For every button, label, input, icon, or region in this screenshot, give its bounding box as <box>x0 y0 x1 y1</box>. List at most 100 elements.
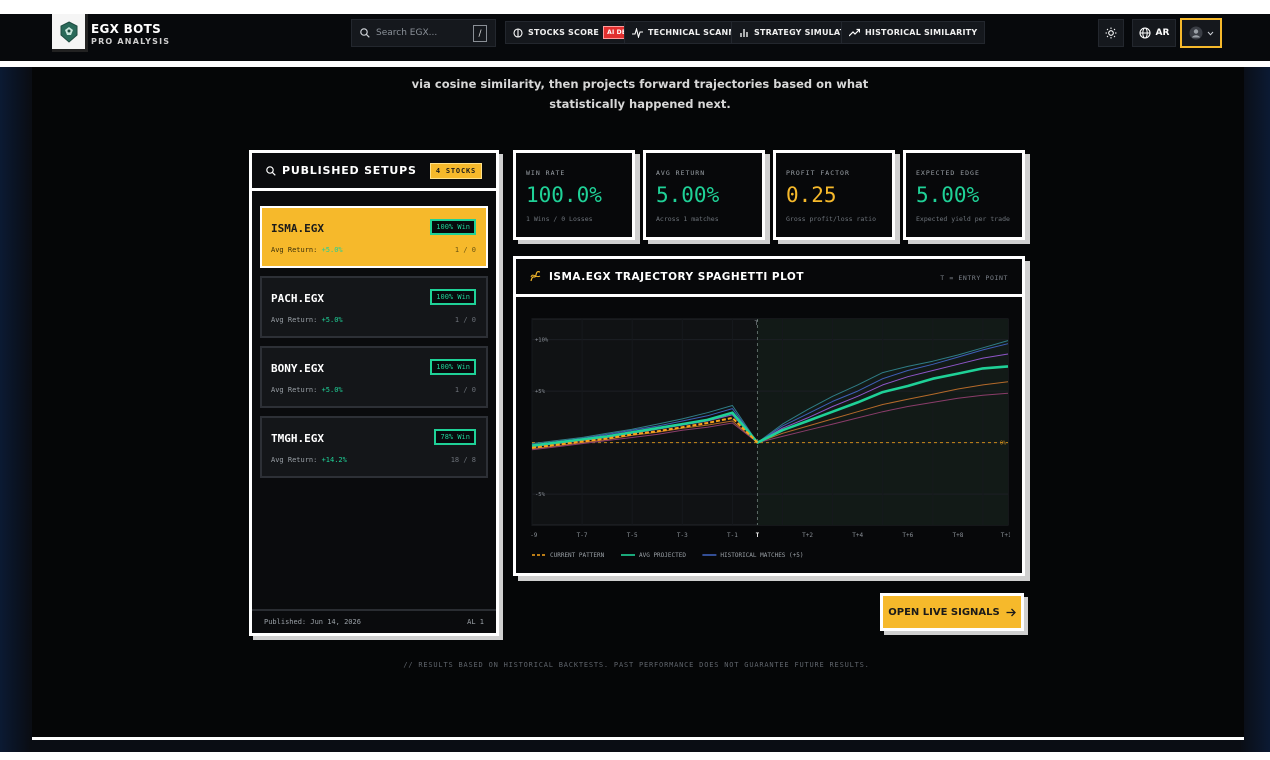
avg-projected-series <box>531 365 1009 447</box>
wins-losses-count: 1 / 0 <box>454 386 476 394</box>
stat-subtext: Gross profit/loss ratio <box>786 215 877 223</box>
avg-return-label: Avg Return: <box>271 386 318 394</box>
setups-panel-footer: Published: Jun 14, 2026 AL 1 <box>252 609 496 633</box>
avg-return-value: +5.0% <box>321 246 343 254</box>
brand-subtitle: PRO ANALYSIS <box>91 37 171 46</box>
chart-title: ISMA.EGX TRAJECTORY SPAGHETTI PLOT <box>549 270 805 283</box>
x-tick-label: T+4 <box>852 532 863 539</box>
current-pattern-series <box>531 416 759 449</box>
sun-icon <box>1105 27 1117 39</box>
avg-return-value: +5.0% <box>321 386 343 394</box>
avg-return-label: Avg Return: <box>271 246 318 254</box>
win-rate-badge: 100% Win <box>430 359 476 375</box>
user-menu-button[interactable] <box>1180 18 1222 48</box>
stat-value: 0.25 <box>786 183 837 207</box>
avg-return-label: Avg Return: <box>271 456 318 464</box>
historical-matches-series <box>531 343 1009 446</box>
nav-technical-scanner-label: TECHNICAL SCANNER <box>648 28 748 37</box>
setups-panel-header: PUBLISHED SETUPS 4 STOCKS <box>252 153 496 191</box>
historical-match-line <box>531 340 1009 445</box>
x-tick-label: T-7 <box>577 532 588 539</box>
footer-tag: AL 1 <box>467 618 484 626</box>
nav-historical-similarity[interactable]: HISTORICAL SIMILARITY <box>841 21 986 44</box>
theme-toggle-button[interactable] <box>1098 19 1124 47</box>
wins-losses-count: 1 / 0 <box>454 246 476 254</box>
search-box[interactable]: / <box>351 19 496 47</box>
stat-card-expected-edge: EXPECTED EDGE 5.00% Expected yield per t… <box>903 150 1025 240</box>
setups-panel-title: PUBLISHED SETUPS <box>282 164 417 177</box>
setup-symbol: ISMA.EGX <box>271 222 324 235</box>
x-tick-label: T-5 <box>627 532 638 539</box>
nav-historical-similarity-label: HISTORICAL SIMILARITY <box>865 28 978 37</box>
chevron-down-icon <box>1207 31 1213 36</box>
brand-logo[interactable] <box>52 14 88 52</box>
avg-return: Avg Return: +14.2% <box>271 456 347 464</box>
entry-point-note: T = ENTRY POINT <box>940 274 1008 282</box>
setup-item-bony[interactable]: BONY.EGX 100% Win Avg Return: +5.0% 1 / … <box>260 346 488 408</box>
stat-card-avg-return: AVG RETURN 5.00% Across 1 matches <box>643 150 765 240</box>
stat-subtext: Expected yield per trade <box>916 215 1010 223</box>
historical-match-line <box>531 392 1009 451</box>
stat-card-win-rate: WIN RATE 100.0% 1 Wins / 0 Losses <box>513 150 635 240</box>
intro-description: via cosine similarity, then projects for… <box>411 77 869 111</box>
x-tick-label: T-9 <box>530 532 538 539</box>
trajectory-chart-panel: ISMA.EGX TRAJECTORY SPAGHETTI PLOT T = E… <box>513 256 1025 576</box>
avg-return-value: +14.2% <box>321 456 347 464</box>
search-shortcut-key: / <box>473 25 487 42</box>
stat-label: WIN RATE <box>526 169 566 177</box>
setup-symbol: BONY.EGX <box>271 362 324 375</box>
setup-item-pach[interactable]: PACH.EGX 100% Win Avg Return: +5.0% 1 / … <box>260 276 488 338</box>
stat-card-profit-factor: PROFIT FACTOR 0.25 Gross profit/loss rat… <box>773 150 895 240</box>
search-input[interactable] <box>376 28 471 38</box>
chart-panel-header: ISMA.EGX TRAJECTORY SPAGHETTI PLOT T = E… <box>516 259 1022 297</box>
brand-title: EGX BOTS <box>91 22 162 36</box>
bottom-edge <box>0 752 1270 760</box>
search-icon <box>360 28 370 38</box>
avg-return-label: Avg Return: <box>271 316 318 324</box>
stat-label: PROFIT FACTOR <box>786 169 850 177</box>
avg-return: Avg Return: +5.0% <box>271 386 343 394</box>
avg-return: Avg Return: +5.0% <box>271 246 343 254</box>
stat-value: 5.00% <box>656 183 720 207</box>
nav-stocks-score-label: STOCKS SCORE <box>528 28 600 37</box>
wins-losses-count: 1 / 0 <box>454 316 476 324</box>
globe-icon <box>1138 27 1151 39</box>
search-icon <box>266 165 276 176</box>
win-rate-badge: 100% Win <box>430 219 476 235</box>
avg-return: Avg Return: +5.0% <box>271 316 343 324</box>
legend-label: AVG PROJECTED <box>639 552 686 559</box>
stat-value: 100.0% <box>526 183 602 207</box>
setup-item-isma[interactable]: ISMA.EGX 100% Win Avg Return: +5.0% 1 / … <box>260 206 488 268</box>
y-tick-label: +10% <box>535 338 549 344</box>
x-tick-label: T+8 <box>952 532 963 539</box>
published-date: Published: Jun 14, 2026 <box>264 618 361 626</box>
published-setups-panel: PUBLISHED SETUPS 4 STOCKS ISMA.EGX 100% … <box>249 150 499 636</box>
x-tick-label: T <box>756 532 760 539</box>
arrow-right-icon <box>1006 608 1016 616</box>
stocks-count-badge: 4 STOCKS <box>429 163 482 179</box>
language-button[interactable]: AR <box>1132 19 1176 47</box>
spaghetti-icon <box>530 271 541 282</box>
setup-symbol: TMGH.EGX <box>271 432 324 445</box>
nav-strategy-simulator[interactable]: STRATEGY SIMULATOR <box>731 21 867 44</box>
disclaimer-text: // RESULTS BASED ON HISTORICAL BACKTESTS… <box>403 661 870 669</box>
bot-logo-icon <box>60 20 77 43</box>
avg-return-value: +5.0% <box>321 316 343 324</box>
top-header: EGX BOTS PRO ANALYSIS / STOCKS SCORE AI … <box>0 14 1270 64</box>
open-live-signals-button[interactable]: OPEN LIVE SIGNALS <box>880 593 1024 631</box>
x-tick-label: T+6 <box>902 532 913 539</box>
setup-item-tmgh[interactable]: TMGH.EGX 78% Win Avg Return: +14.2% 18 /… <box>260 416 488 478</box>
zero-label: 0% <box>1000 441 1006 447</box>
legend-label: HISTORICAL MATCHES (+5) <box>720 552 803 559</box>
footer-divider <box>32 737 1244 740</box>
x-tick-label: T-1 <box>727 532 738 539</box>
stat-value: 5.00% <box>916 183 980 207</box>
wins-losses-count: 18 / 8 <box>450 456 476 464</box>
bar-chart-icon <box>739 28 749 38</box>
language-label: AR <box>1155 28 1170 38</box>
x-tick-label: T+10 <box>1001 532 1010 539</box>
nav-technical-scanner[interactable]: TECHNICAL SCANNER <box>624 21 756 44</box>
legend-label: CURRENT PATTERN <box>550 552 605 559</box>
stat-subtext: Across 1 matches <box>656 215 719 223</box>
setup-symbol: PACH.EGX <box>271 292 324 305</box>
